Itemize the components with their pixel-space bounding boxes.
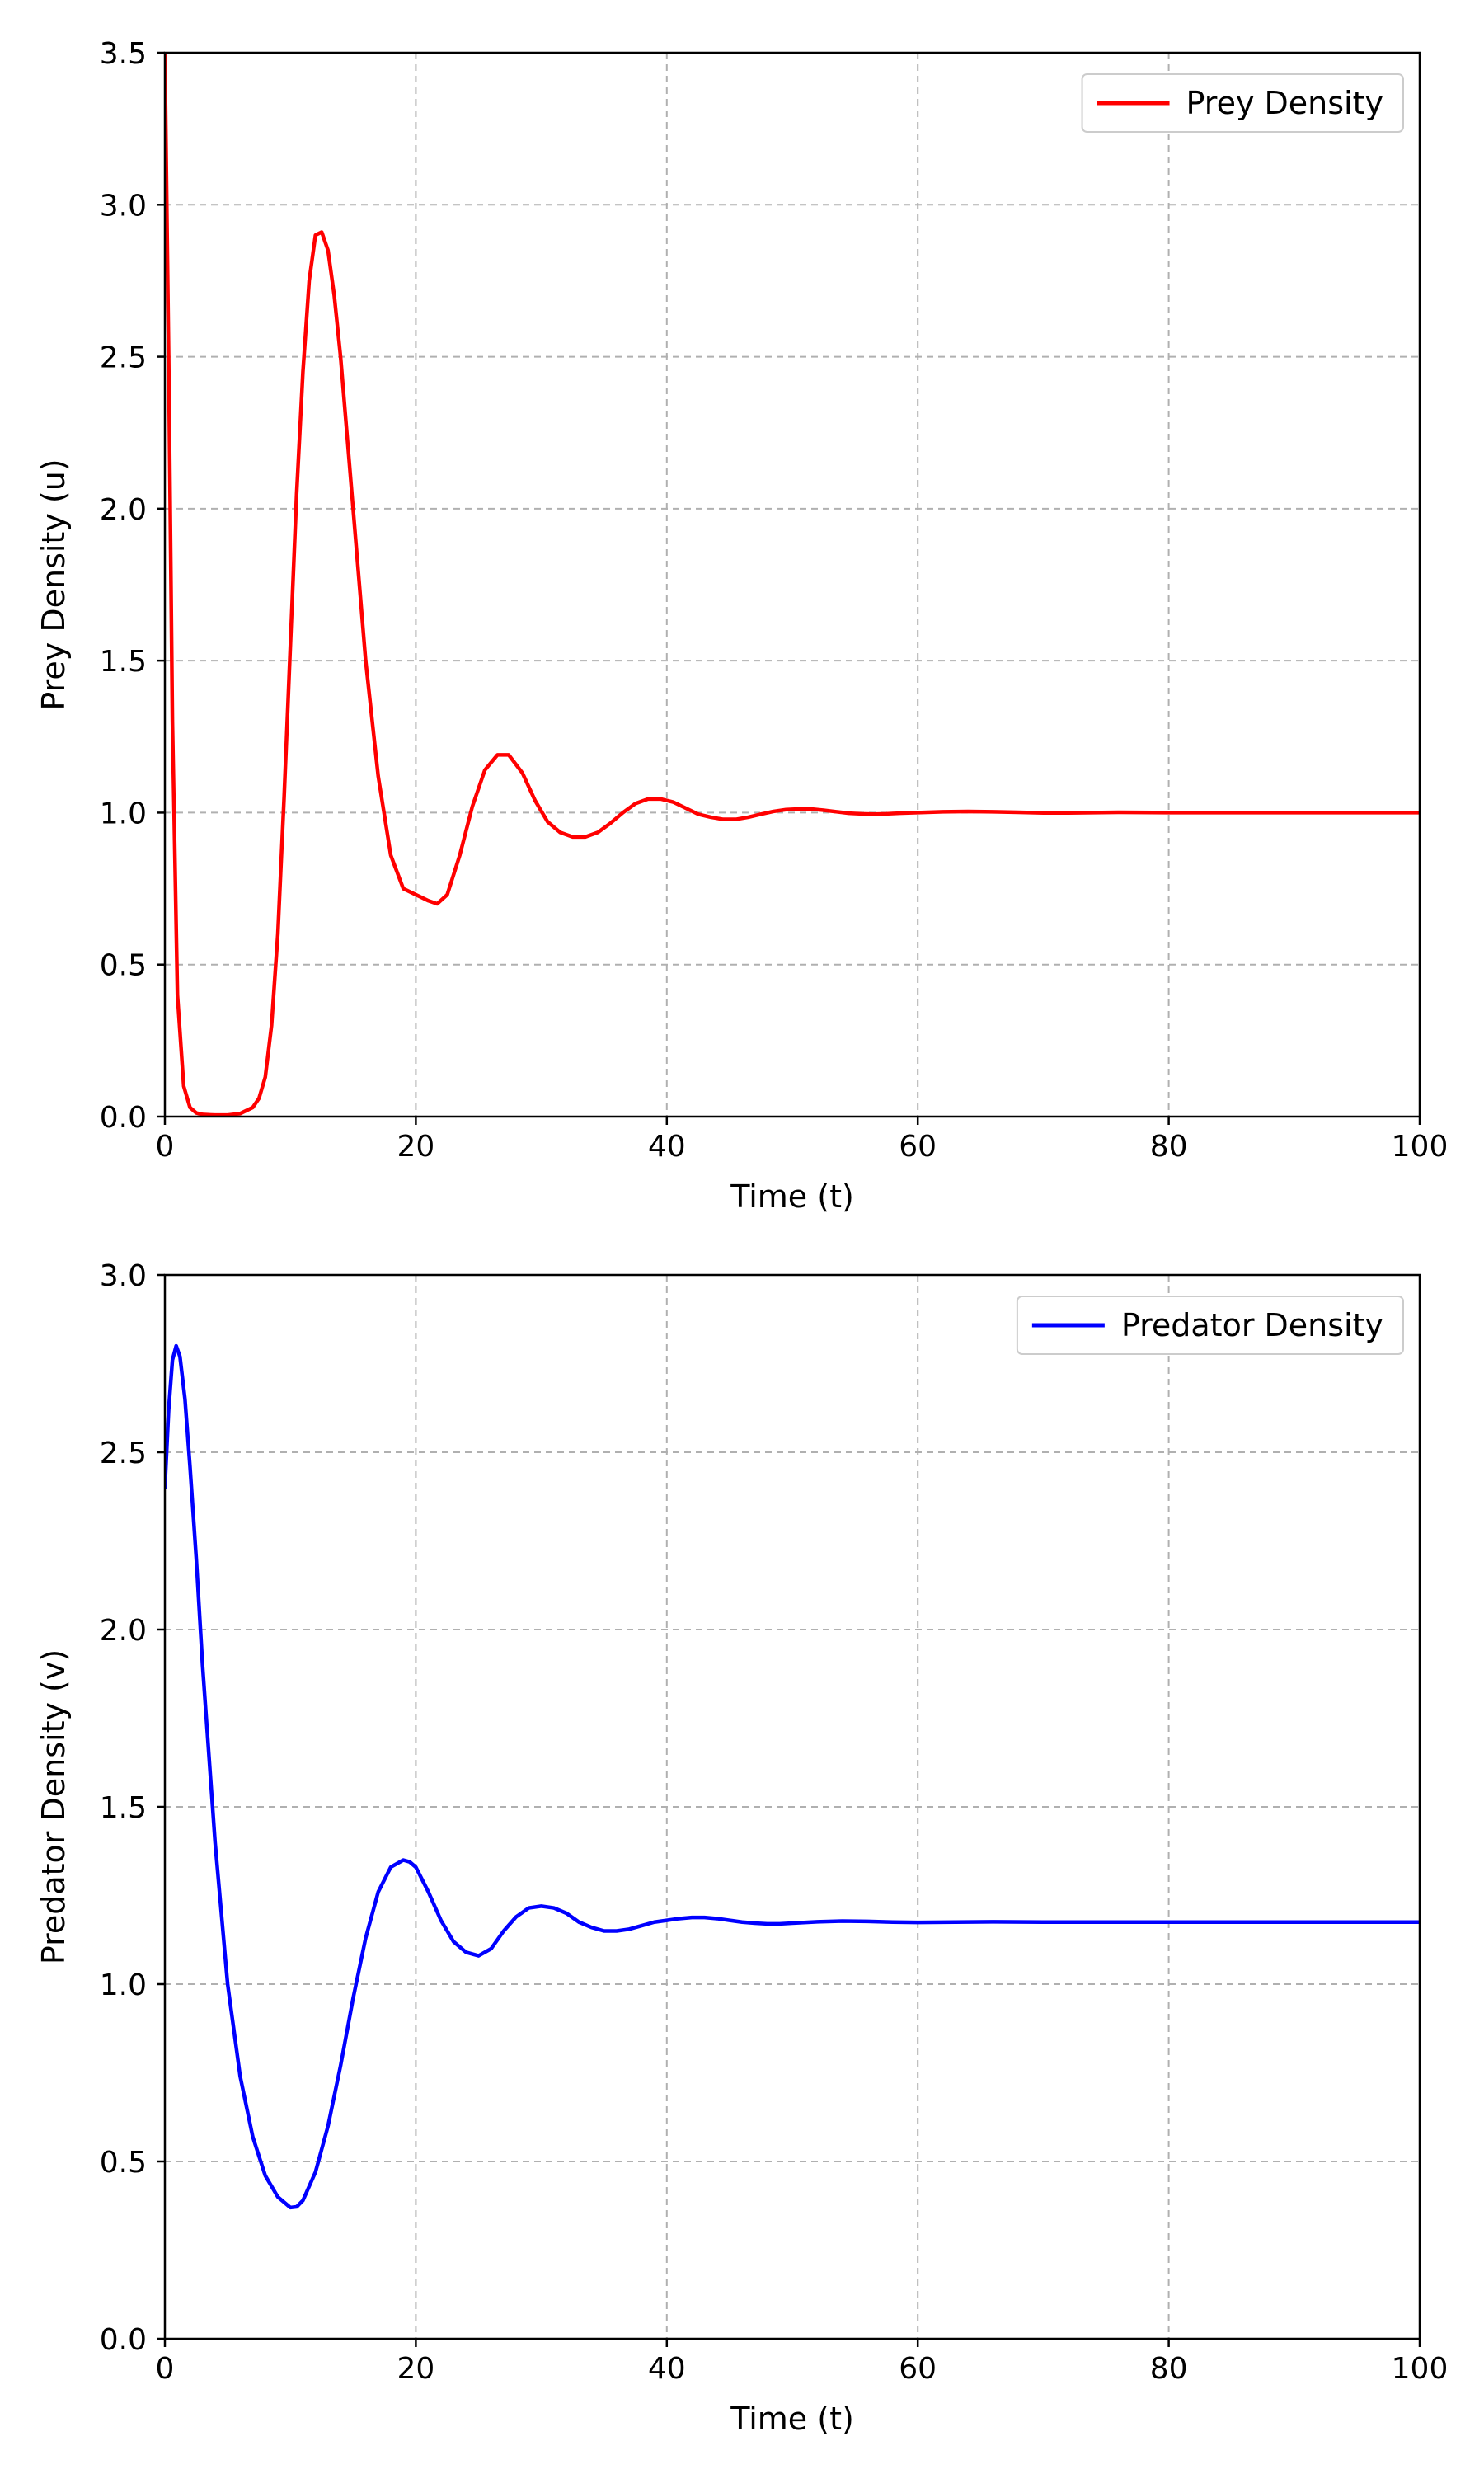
x-tick-label: 80: [1150, 1130, 1188, 1164]
y-tick-label: 2.5: [100, 1437, 147, 1470]
legend-box: [1081, 73, 1404, 133]
y-tick-label: 3.0: [100, 189, 147, 223]
x-tick-label: 60: [899, 2352, 937, 2386]
x-tick-label: 100: [1392, 2352, 1449, 2386]
y-tick-label: 1.5: [100, 1791, 147, 1825]
legend: Prey Density: [1081, 73, 1404, 133]
y-tick-label: 3.0: [100, 1259, 147, 1293]
x-tick-label: 40: [648, 1130, 686, 1164]
x-tick-label: 80: [1150, 2352, 1188, 2386]
axes-frame: [163, 51, 1421, 1118]
chart-panel-2: 0 20 40 60 80 100 0.0 0.5 1.0 1.5 2.0 2.5 3.0 Time (t…: [35, 1259, 1448, 2437]
x-tick-label: 100: [1392, 1130, 1449, 1164]
x-tick-label: 0: [156, 2352, 175, 2386]
series-line-predator-density: [165, 1343, 1420, 2210]
x-axis-label: Time (t): [730, 1178, 854, 1215]
legend-label: Prey Density: [1186, 85, 1383, 121]
y-tick-label: 2.0: [100, 1614, 147, 1648]
y-tick-label: 0.0: [100, 1101, 147, 1135]
legend-label: Predator Density: [1121, 1307, 1383, 1343]
chart-panel-1: 0 20 40 60 80 100 0.0 0.5 1.0 1.5 2.0 2.5 3.0 3.5 Time…: [35, 37, 1448, 1215]
y-tick-label: 1.0: [100, 797, 147, 830]
y-tick-label: 0.0: [100, 2323, 147, 2357]
x-tick-label: 60: [899, 1130, 937, 1164]
x-axis-label: Time (t): [730, 2401, 854, 2437]
y-tick-label: 2.5: [100, 341, 147, 375]
y-tick-label: 1.0: [100, 1968, 147, 2002]
y-tick-label: 2.0: [100, 493, 147, 527]
y-axis-label: Predator Density (v): [35, 1649, 72, 1964]
x-tick-label: 20: [397, 2352, 434, 2386]
y-tick-label: 0.5: [100, 949, 147, 983]
y-tick-label: 1.5: [100, 645, 147, 679]
y-tick-label: 0.5: [100, 2146, 147, 2180]
x-tick-label: 20: [397, 1130, 434, 1164]
x-tick-label: 0: [156, 1130, 175, 1164]
legend: Predator Density: [1016, 1296, 1404, 1355]
y-tick-label: 3.5: [100, 37, 147, 71]
x-tick-label: 40: [648, 2352, 686, 2386]
legend-box: [1016, 1296, 1404, 1355]
y-axis-label: Prey Density (u): [35, 459, 72, 710]
series-line-prey-density: [165, 53, 1420, 1117]
